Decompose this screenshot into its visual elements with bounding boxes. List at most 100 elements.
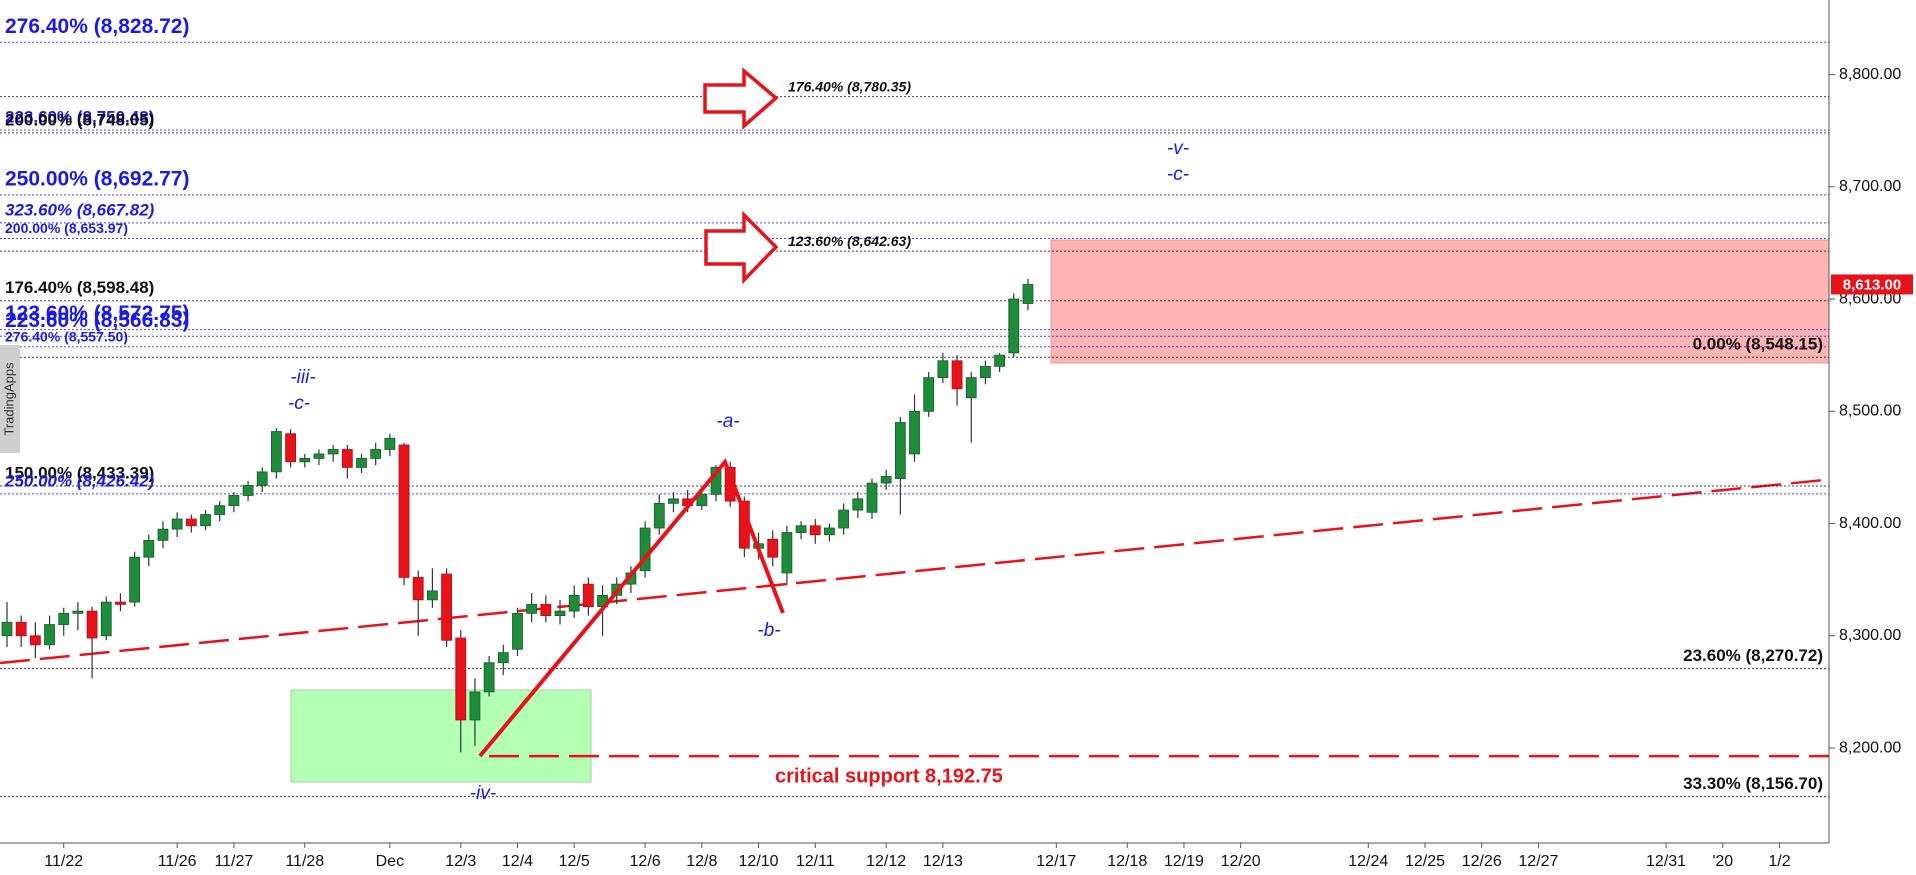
candle-body — [568, 594, 580, 612]
wave-zigzag — [478, 458, 785, 758]
level-label: 250.00% (8,426.42) — [4, 471, 155, 490]
candle-body — [214, 505, 226, 515]
candle-body — [341, 449, 353, 468]
level-label: 223.60% (8,750.43) — [5, 108, 154, 127]
x-tick-label: 11/28 — [285, 853, 324, 870]
candle-body — [256, 471, 268, 486]
level-label: 200.00% (8,748.05) — [5, 110, 154, 129]
candle-body — [767, 538, 779, 558]
candle-body — [980, 365, 991, 379]
level-label: 176.40% (8,780.35) — [788, 78, 911, 94]
level-label: 250.00% (8,692.77) — [5, 167, 189, 190]
target-zone — [1050, 239, 1830, 364]
trendline — [0, 478, 1825, 665]
last-price-tag — [1831, 274, 1913, 295]
candle-body — [909, 410, 920, 455]
candle-body — [129, 556, 141, 603]
x-tick-label: 12/6 — [630, 853, 661, 870]
x-tick-label: 12/25 — [1405, 853, 1445, 870]
y-tick-label: 8,600.00 — [1839, 290, 1901, 307]
side-label-box — [0, 345, 20, 453]
candle-body — [15, 621, 27, 637]
candle-body — [143, 539, 155, 558]
candle-body — [526, 603, 538, 614]
candle-body — [1008, 298, 1020, 354]
x-tick-label: 12/31 — [1646, 853, 1686, 870]
x-tick-label: 12/4 — [502, 853, 533, 870]
candle-body — [100, 601, 112, 637]
wave-label: -iv- — [470, 783, 496, 804]
y-tick-label: 8,300.00 — [1839, 627, 1901, 644]
candle-body — [540, 603, 552, 616]
x-tick-label: 12/12 — [866, 853, 906, 870]
x-tick-label: 12/20 — [1221, 853, 1261, 870]
candle-body — [384, 437, 396, 450]
wave-label: -b- — [757, 620, 780, 641]
candle-body — [242, 484, 254, 496]
candle-body — [441, 573, 452, 641]
x-tick-label: Dec — [376, 853, 404, 870]
candle-body — [157, 528, 169, 541]
candle-body — [1, 621, 13, 637]
candle-body — [554, 610, 566, 616]
candle-body — [72, 610, 84, 614]
candle-body — [965, 377, 977, 399]
level-label: 176.40% (8,598.48) — [5, 278, 154, 297]
candle-body — [937, 360, 949, 379]
candle-body — [44, 624, 55, 646]
candle-body — [838, 509, 850, 529]
candle-body — [668, 498, 679, 504]
candle-body — [994, 354, 1005, 367]
last-price-label: 8,613.00 — [1843, 276, 1901, 293]
x-tick-label: 12/27 — [1518, 853, 1558, 870]
candle-body — [582, 583, 594, 608]
x-tick-label: 12/26 — [1462, 853, 1502, 870]
candle-body — [115, 601, 126, 605]
candle-body — [327, 449, 339, 455]
candle-body — [412, 577, 424, 601]
candle-body — [370, 449, 382, 459]
x-tick-label: 12/8 — [686, 853, 717, 870]
level-label: 23.60% (8,270.72) — [1683, 646, 1823, 665]
candle-body — [852, 498, 864, 511]
arrow — [703, 67, 779, 130]
candle-body — [866, 482, 878, 513]
support-zone — [290, 689, 592, 783]
x-tick-label: 12/18 — [1107, 853, 1147, 870]
candle-body — [200, 514, 211, 527]
candle-body — [497, 652, 509, 664]
level-label: 123.60% (8,572.75) — [5, 302, 189, 325]
candle-body — [469, 691, 481, 721]
y-tick-label: 8,800.00 — [1839, 66, 1901, 83]
level-label: 276.40% (8,557.50) — [5, 328, 128, 344]
level-label: 33.30% (8,156.70) — [1683, 774, 1823, 793]
candle-body — [512, 612, 523, 650]
candle-body — [824, 527, 835, 536]
candle-body — [356, 458, 367, 468]
level-label: 0.00% (8,548.15) — [1693, 335, 1823, 354]
x-tick-label: '20 — [1712, 853, 1733, 870]
candle-body — [894, 422, 906, 480]
x-tick-label: 12/13 — [923, 853, 963, 870]
candle-body — [951, 360, 963, 390]
x-tick-label: 12/17 — [1036, 853, 1076, 870]
candle-body — [313, 453, 325, 459]
x-tick-label: 12/19 — [1164, 853, 1204, 870]
support-label: critical support 8,192.75 — [775, 765, 1003, 787]
candle-body — [809, 525, 821, 536]
candle-body — [880, 475, 892, 484]
level-label: 123.60% (8,642.63) — [788, 233, 911, 249]
wave-label: -a- — [716, 411, 739, 432]
x-tick-label: 12/24 — [1348, 853, 1388, 870]
x-tick-label: 11/22 — [44, 853, 83, 870]
x-tick-label: 1/2 — [1768, 853, 1790, 870]
candle-body — [285, 433, 297, 463]
level-label: 150.00% (8,433.39) — [5, 464, 154, 483]
candle-body — [86, 610, 98, 639]
level-label: 323.60% (8,667.82) — [5, 200, 155, 219]
y-tick-label: 8,400.00 — [1839, 515, 1901, 532]
candle-body — [228, 495, 240, 506]
x-tick-label: 12/10 — [739, 853, 779, 870]
